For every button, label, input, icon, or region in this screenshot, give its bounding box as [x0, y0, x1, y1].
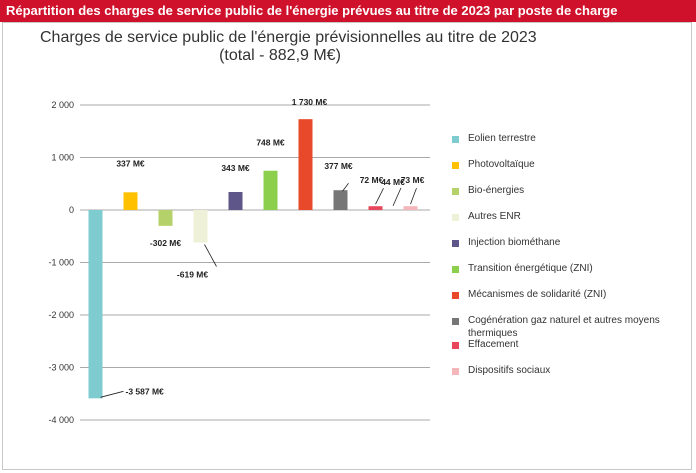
legend-swatch — [452, 214, 459, 221]
y-tick-label: -4 000 — [48, 415, 74, 425]
legend-swatch — [452, 292, 459, 299]
bar — [228, 191, 243, 210]
y-tick-label: -3 000 — [48, 363, 74, 373]
legend-item: Cogénération gaz naturel et autres moyen… — [452, 314, 693, 340]
data-label: 44 M€ — [381, 177, 405, 187]
data-label: -302 M€ — [150, 238, 181, 248]
bar — [333, 190, 348, 210]
legend-item: Mécanismes de solidarité (ZNI) — [452, 288, 693, 301]
legend-label: Cogénération gaz naturel et autres moyen… — [468, 315, 660, 339]
y-tick-label: -1 000 — [48, 258, 74, 268]
legend-label: Transition énergétique (ZNI) — [468, 263, 593, 274]
data-label: 337 M€ — [116, 158, 145, 168]
y-tick-label: 0 — [69, 205, 74, 215]
legend-item: Transition énergétique (ZNI) — [452, 262, 693, 275]
legend-item: Dispositifs sociaux — [452, 364, 693, 377]
data-label: 377 M€ — [324, 161, 353, 171]
y-tick-label: 1 000 — [51, 153, 74, 163]
leader-line — [392, 187, 402, 207]
legend-label: Eolien terrestre — [468, 133, 536, 144]
legend-item: Eolien terrestre — [452, 132, 693, 145]
leader-line — [410, 188, 417, 205]
legend-label: Autres ENR — [468, 211, 521, 222]
legend-swatch — [452, 240, 459, 247]
legend-item: Autres ENR — [452, 210, 693, 223]
chart-title: Charges de service public de l'énergie p… — [40, 29, 537, 46]
legend-swatch — [452, 368, 459, 375]
legend-swatch — [452, 162, 459, 169]
data-label: -3 587 M€ — [126, 386, 165, 396]
legend-label: Effacement — [468, 339, 519, 350]
legend-label: Injection biométhane — [468, 237, 561, 248]
leader-line — [342, 182, 349, 192]
bar — [193, 210, 208, 243]
data-label: 73 M€ — [401, 175, 425, 185]
bar — [403, 206, 418, 210]
legend-item: Bio-énergies — [452, 184, 693, 197]
banner-title: Répartition des charges de service publi… — [0, 0, 696, 22]
leader-line — [100, 390, 124, 398]
legend-label: Bio-énergies — [468, 185, 525, 196]
bar — [298, 119, 313, 210]
legend-item: Effacement — [452, 338, 693, 351]
bar — [263, 170, 278, 210]
legend-swatch — [452, 342, 459, 349]
y-tick-label: 2 000 — [51, 100, 74, 110]
legend-item: Injection biométhane — [452, 236, 693, 249]
leader-line — [375, 188, 384, 205]
bar — [158, 210, 173, 226]
bar — [368, 206, 383, 210]
chart-subtitle: (total - 882,9 M€) — [219, 47, 341, 64]
bar — [123, 192, 138, 210]
leader-line — [204, 244, 217, 267]
data-label: 72 M€ — [360, 175, 384, 185]
y-tick-label: -2 000 — [48, 310, 74, 320]
legend-label: Dispositifs sociaux — [468, 365, 551, 376]
data-label: -619 M€ — [177, 269, 208, 279]
data-label: 343 M€ — [221, 163, 250, 173]
legend-label: Mécanismes de solidarité (ZNI) — [468, 289, 607, 300]
legend-label: Photovoltaïque — [468, 159, 535, 170]
legend-swatch — [452, 318, 459, 325]
legend-swatch — [452, 266, 459, 273]
data-label: 748 M€ — [256, 138, 285, 148]
legend-swatch — [452, 188, 459, 195]
data-label: 1 730 M€ — [292, 97, 328, 107]
bar — [88, 210, 103, 399]
chart-frame — [2, 22, 692, 470]
legend-swatch — [452, 136, 459, 143]
legend-item: Photovoltaïque — [452, 158, 693, 171]
